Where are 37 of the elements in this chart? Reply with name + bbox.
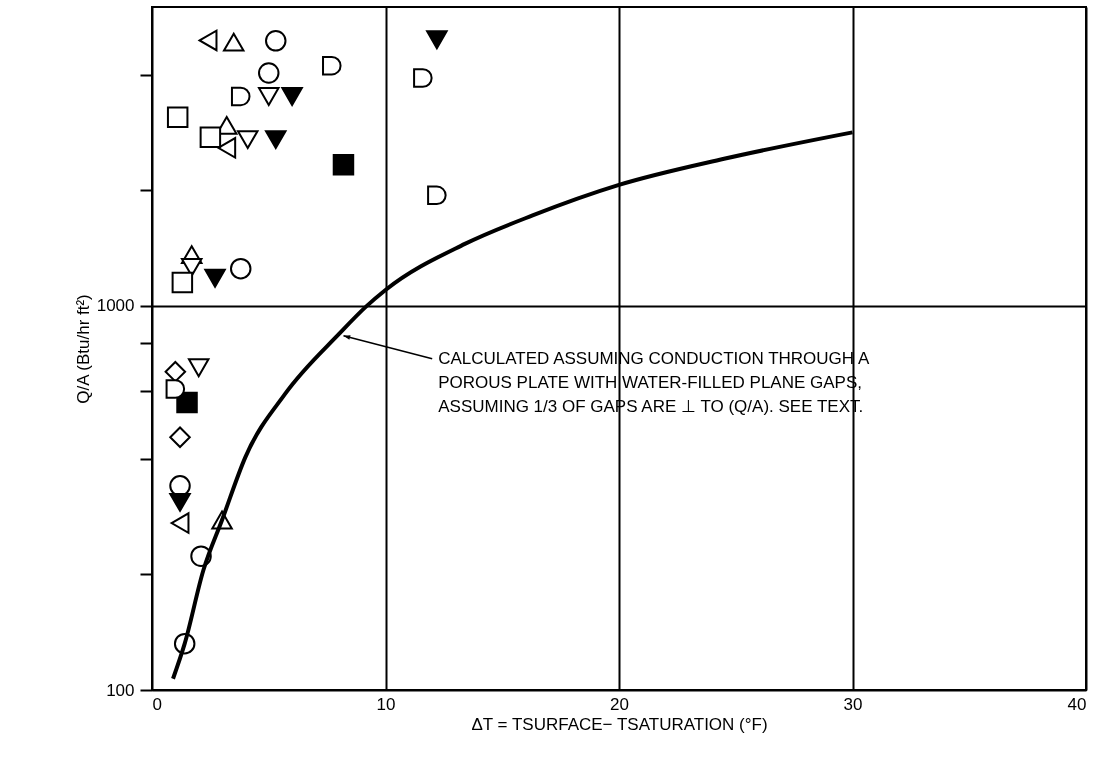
- x-tick-label: 20: [610, 694, 629, 714]
- y-tick-label: 1000: [96, 296, 135, 316]
- point: [322, 55, 342, 76]
- point: [281, 87, 303, 106]
- x-tick-label: 40: [1067, 694, 1087, 714]
- point: [176, 391, 198, 414]
- point: [426, 30, 448, 50]
- x-axis-title: ΔT = TSURFACE− TSATURATION (°F): [471, 714, 768, 734]
- point: [332, 154, 355, 176]
- point: [170, 512, 190, 534]
- point: [427, 185, 447, 206]
- point: [229, 257, 252, 280]
- point: [258, 62, 280, 84]
- point: [198, 29, 218, 52]
- x-tick-label: 10: [376, 694, 396, 714]
- point: [222, 32, 245, 52]
- point: [258, 87, 280, 106]
- point: [187, 358, 210, 378]
- point: [199, 126, 222, 148]
- point: [169, 492, 191, 512]
- y-tick-label: 100: [106, 680, 135, 700]
- x-tick-label: 30: [843, 694, 863, 714]
- y-axis-title: Q/A (Btu/hr ft²): [73, 294, 93, 404]
- point: [204, 268, 226, 288]
- point: [180, 257, 203, 277]
- point: [236, 130, 259, 150]
- point: [171, 271, 194, 294]
- point: [169, 426, 191, 448]
- point: [265, 130, 287, 150]
- x-tick-label: 0: [152, 694, 162, 714]
- point: [230, 86, 251, 107]
- point: [165, 379, 186, 399]
- point: [217, 137, 237, 159]
- point: [265, 30, 287, 52]
- point: [164, 360, 187, 383]
- point: [413, 68, 433, 88]
- point: [166, 106, 189, 128]
